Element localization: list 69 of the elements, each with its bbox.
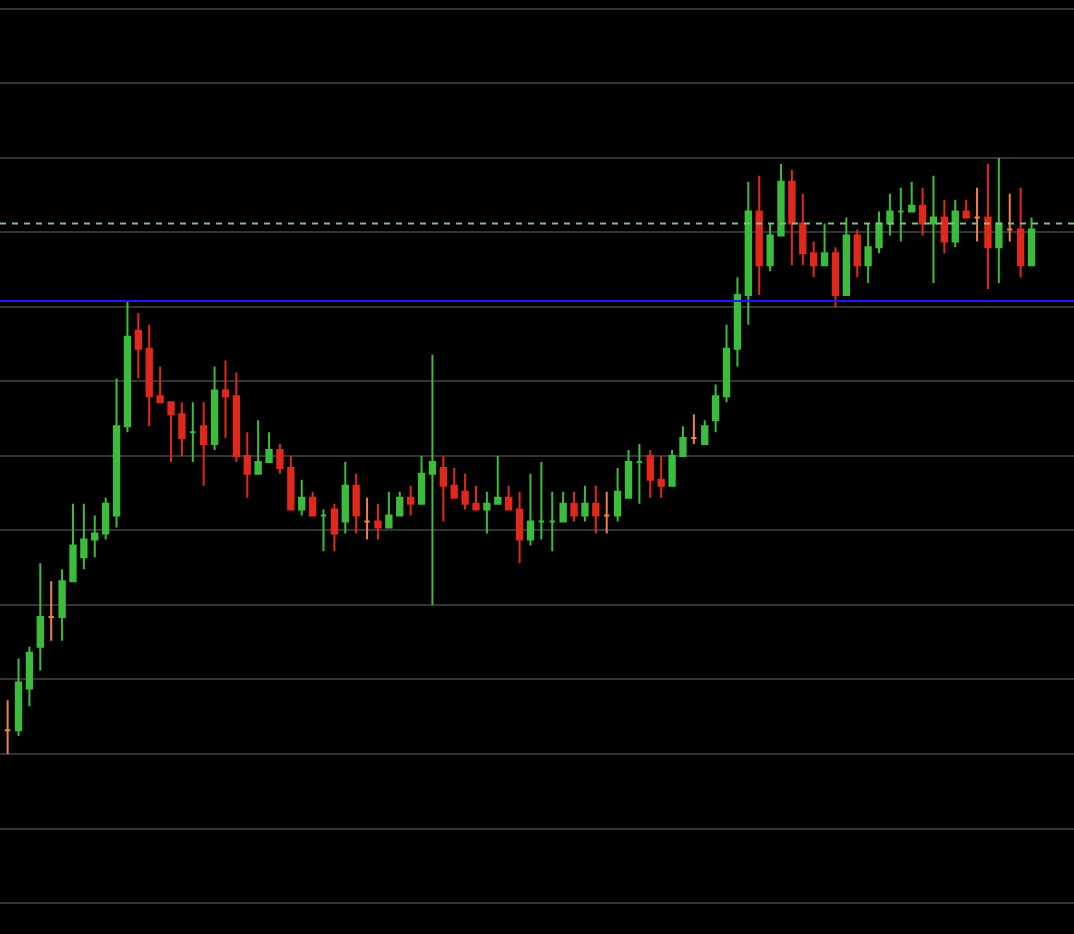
candlestick <box>613 466 622 523</box>
candlestick <box>646 449 654 499</box>
candlestick <box>298 478 306 517</box>
candlestick <box>603 490 611 535</box>
candlestick <box>243 431 251 499</box>
candlestick <box>1016 186 1025 279</box>
candlestick <box>308 490 317 517</box>
candlestick <box>210 365 219 452</box>
candlestick <box>962 198 970 219</box>
candlestick <box>1006 192 1014 243</box>
candlestick <box>940 198 949 255</box>
candlestick <box>319 508 328 553</box>
candlestick <box>788 168 796 267</box>
candlestick <box>624 449 633 499</box>
candlestick <box>36 562 44 672</box>
candlestick <box>853 228 861 279</box>
candlestick <box>47 580 55 642</box>
candlestick <box>189 401 197 463</box>
candlestick <box>918 186 927 237</box>
candlestick <box>711 383 720 434</box>
candlestick <box>984 162 992 291</box>
candlestick <box>973 186 981 243</box>
candlestick <box>690 413 698 446</box>
candlestick <box>635 443 644 505</box>
candlestick <box>951 198 959 249</box>
candlestick <box>733 276 742 368</box>
candlestick <box>200 401 208 487</box>
candlestick <box>842 216 851 297</box>
candlestick <box>995 156 1003 285</box>
candlestick <box>25 645 34 708</box>
candlestick <box>14 657 23 738</box>
candlestick <box>592 484 600 535</box>
candlestick <box>559 490 567 523</box>
candlestick <box>820 222 829 267</box>
candlestick <box>744 180 752 326</box>
candlestick <box>526 472 535 547</box>
candlestick <box>810 240 818 279</box>
candlestick <box>929 174 938 285</box>
candlestick <box>101 496 110 541</box>
candlestick <box>799 192 807 267</box>
candlestick <box>330 502 339 553</box>
candlestick <box>581 484 589 523</box>
candlestick <box>134 311 142 380</box>
candlestick <box>232 371 241 463</box>
candlestick <box>701 419 709 446</box>
candlestick <box>1027 216 1036 267</box>
candlestick <box>439 454 447 523</box>
candlestick <box>221 359 230 440</box>
candlestick <box>657 454 665 499</box>
candlestick <box>417 454 426 505</box>
candlestick <box>363 496 371 541</box>
candlestick <box>831 246 840 308</box>
candlestick <box>755 174 763 297</box>
candlestick <box>123 300 132 434</box>
candlestick <box>505 484 513 511</box>
candlestick <box>341 460 349 535</box>
candlestick <box>515 490 524 565</box>
candlestick <box>352 472 360 535</box>
candlestick <box>570 490 578 523</box>
candlestick <box>3 699 12 755</box>
candlestick <box>537 460 546 541</box>
candlestick <box>428 353 437 606</box>
candlestick <box>112 377 121 529</box>
candlestick <box>908 180 916 213</box>
candlestick <box>406 484 415 517</box>
candlestick <box>897 186 905 243</box>
candlestick <box>374 502 382 541</box>
candlestick <box>548 490 556 553</box>
candlestick <box>722 323 731 404</box>
